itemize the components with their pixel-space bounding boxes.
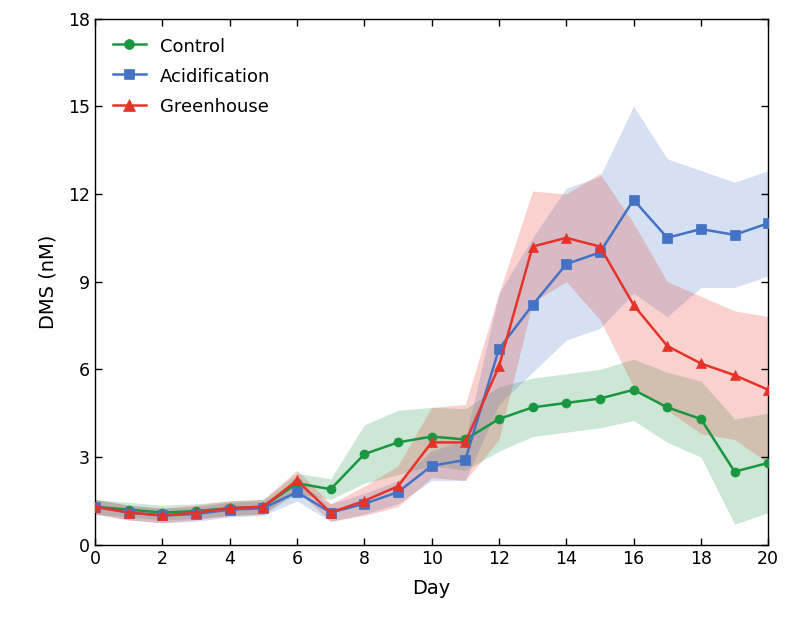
Greenhouse bbox=[259, 503, 268, 511]
Greenhouse bbox=[124, 509, 133, 516]
Y-axis label: DMS (nM): DMS (nM) bbox=[38, 235, 57, 329]
Acidification bbox=[696, 225, 706, 233]
Line: Greenhouse: Greenhouse bbox=[89, 233, 774, 521]
Control bbox=[461, 436, 470, 443]
Acidification bbox=[662, 234, 672, 241]
Control bbox=[562, 399, 571, 407]
Greenhouse bbox=[629, 301, 638, 309]
Acidification bbox=[360, 500, 369, 508]
Control bbox=[494, 415, 504, 423]
Greenhouse bbox=[292, 477, 302, 484]
Acidification bbox=[124, 509, 133, 516]
Control bbox=[90, 503, 100, 511]
Line: Control: Control bbox=[90, 385, 773, 517]
Control bbox=[730, 468, 740, 475]
Acidification bbox=[158, 512, 167, 519]
Greenhouse bbox=[596, 243, 605, 250]
Control bbox=[259, 503, 268, 511]
Control bbox=[763, 459, 773, 467]
Acidification bbox=[730, 231, 740, 238]
Acidification bbox=[494, 345, 504, 353]
Acidification bbox=[326, 509, 336, 516]
Control bbox=[326, 485, 336, 493]
Acidification bbox=[562, 261, 571, 268]
Control bbox=[225, 504, 234, 512]
Acidification bbox=[427, 462, 436, 469]
Control bbox=[662, 404, 672, 411]
Acidification bbox=[225, 506, 234, 513]
Greenhouse bbox=[696, 360, 706, 367]
Acidification bbox=[292, 488, 302, 496]
Acidification bbox=[259, 504, 268, 512]
Control bbox=[158, 509, 167, 516]
Acidification bbox=[528, 301, 538, 309]
Greenhouse bbox=[326, 509, 336, 516]
Greenhouse bbox=[562, 234, 571, 241]
Control bbox=[192, 508, 201, 515]
Greenhouse bbox=[360, 497, 369, 504]
Greenhouse bbox=[427, 439, 436, 446]
Acidification bbox=[394, 488, 403, 496]
X-axis label: Day: Day bbox=[413, 579, 451, 598]
Greenhouse bbox=[528, 243, 538, 250]
Acidification bbox=[763, 220, 773, 227]
Line: Acidification: Acidification bbox=[90, 195, 773, 520]
Control bbox=[124, 506, 133, 513]
Greenhouse bbox=[225, 504, 234, 512]
Acidification bbox=[90, 503, 100, 511]
Greenhouse bbox=[494, 363, 504, 370]
Control bbox=[292, 480, 302, 487]
Greenhouse bbox=[763, 386, 773, 394]
Greenhouse bbox=[90, 503, 100, 511]
Control bbox=[629, 386, 638, 394]
Greenhouse bbox=[461, 439, 470, 446]
Greenhouse bbox=[192, 509, 201, 516]
Control bbox=[360, 451, 369, 458]
Control bbox=[528, 404, 538, 411]
Greenhouse bbox=[394, 483, 403, 490]
Control bbox=[596, 395, 605, 402]
Greenhouse bbox=[158, 512, 167, 519]
Control bbox=[696, 415, 706, 423]
Control bbox=[394, 439, 403, 446]
Acidification bbox=[629, 196, 638, 204]
Greenhouse bbox=[662, 342, 672, 350]
Legend: Control, Acidification, Greenhouse: Control, Acidification, Greenhouse bbox=[104, 28, 280, 126]
Acidification bbox=[596, 249, 605, 256]
Acidification bbox=[461, 456, 470, 464]
Control bbox=[427, 433, 436, 440]
Acidification bbox=[192, 510, 201, 517]
Greenhouse bbox=[730, 371, 740, 379]
